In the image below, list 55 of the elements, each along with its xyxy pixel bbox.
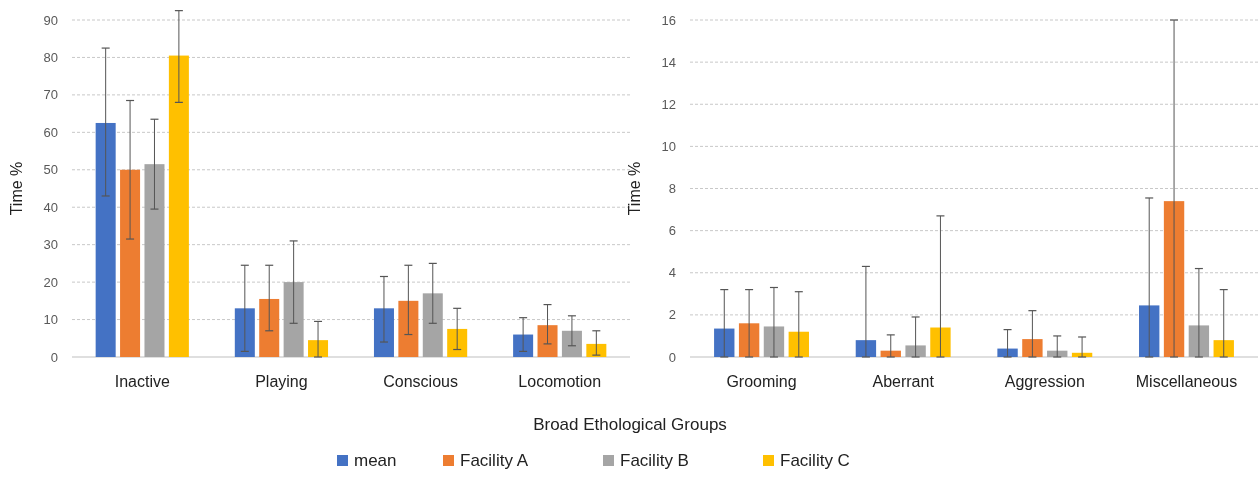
bar bbox=[788, 331, 809, 357]
y-tick-label: 30 bbox=[43, 237, 58, 253]
y-tick-label: 90 bbox=[43, 12, 58, 28]
bar bbox=[905, 345, 926, 357]
bar bbox=[422, 293, 443, 357]
x-tick-label: Aberrant bbox=[872, 373, 935, 390]
bar bbox=[120, 169, 141, 357]
bar bbox=[95, 122, 116, 357]
bar bbox=[259, 298, 280, 357]
legend-label: Facility B bbox=[620, 451, 689, 470]
y-tick-label: 40 bbox=[43, 199, 58, 215]
y-tick-label: 0 bbox=[668, 349, 676, 365]
legend-label: Facility A bbox=[460, 451, 529, 470]
y-tick-label: 10 bbox=[43, 312, 58, 328]
y-tick-label: 6 bbox=[668, 223, 676, 239]
x-axis-title: Broad Ethological Groups bbox=[533, 415, 727, 434]
y-tick-label: 0 bbox=[50, 349, 58, 365]
y-tick-label: 2 bbox=[668, 307, 676, 323]
bar bbox=[1213, 340, 1234, 357]
y-tick-label: 10 bbox=[661, 138, 676, 154]
x-tick-label: Aggression bbox=[1004, 373, 1085, 390]
x-tick-label: Grooming bbox=[726, 373, 797, 390]
bar bbox=[1022, 339, 1043, 357]
bar bbox=[537, 325, 558, 357]
bar bbox=[930, 327, 951, 357]
bar bbox=[513, 334, 534, 357]
bar bbox=[447, 328, 468, 357]
y-axis-title: Time % bbox=[8, 161, 25, 216]
x-tick-label: Playing bbox=[255, 373, 308, 390]
bar bbox=[561, 330, 582, 357]
y-tick-label: 80 bbox=[43, 49, 58, 65]
x-tick-label: Miscellaneous bbox=[1135, 373, 1238, 390]
y-tick-label: 16 bbox=[661, 12, 676, 28]
legend-label: mean bbox=[354, 451, 397, 470]
legend-label: Facility C bbox=[780, 451, 850, 470]
bar bbox=[144, 164, 165, 357]
bar bbox=[398, 300, 419, 357]
y-tick-label: 70 bbox=[43, 87, 58, 103]
x-tick-label: Conscious bbox=[383, 373, 458, 390]
bar bbox=[283, 282, 304, 357]
y-tick-label: 60 bbox=[43, 124, 58, 140]
x-tick-label: Inactive bbox=[114, 373, 170, 390]
bar bbox=[714, 328, 735, 357]
bar bbox=[1139, 305, 1160, 357]
y-tick-label: 50 bbox=[43, 162, 58, 178]
x-tick-label: Locomotion bbox=[518, 373, 602, 390]
y-tick-label: 14 bbox=[661, 54, 676, 70]
bar bbox=[168, 55, 189, 357]
y-tick-label: 12 bbox=[661, 96, 676, 112]
y-axis-title: Time % bbox=[626, 161, 643, 216]
y-tick-label: 20 bbox=[43, 274, 58, 290]
bar bbox=[586, 343, 607, 357]
y-tick-label: 8 bbox=[668, 181, 676, 197]
y-tick-label: 4 bbox=[668, 265, 676, 281]
bar bbox=[234, 308, 255, 357]
